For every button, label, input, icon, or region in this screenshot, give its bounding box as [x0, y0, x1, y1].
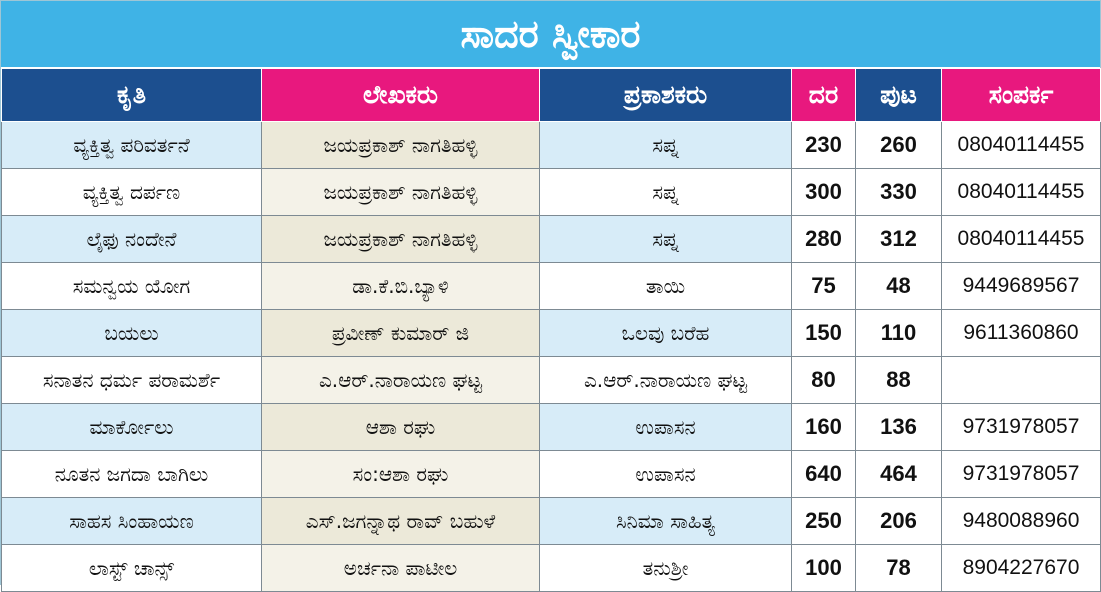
- table-header-row: ಕೃತಿ ಲೇಖಕರು ಪ್ರಕಾಶಕರು ದರ ಪುಟ ಸಂಪರ್ಕ: [1, 68, 1101, 122]
- contact-cell: 9480088960: [941, 497, 1101, 545]
- price-cell: 75: [791, 262, 856, 310]
- author-cell: ಪ್ರವೀಣ್ ಕುಮಾರ್ ಜಿ: [261, 309, 540, 357]
- pages-cell: 136: [855, 403, 942, 451]
- table-row: ವ್ಯಕ್ತಿತ್ವ ದರ್ಪಣ ಜಯಪ್ರಕಾಶ್ ನಾಗತಿಹಳ್ಳಿ ಸಪ…: [1, 168, 1101, 216]
- author-cell: ಜಯಪ್ರಕಾಶ್ ನಾಗತಿಹಳ್ಳಿ: [261, 168, 540, 216]
- publisher-cell: ಒಲವು ಬರೆಹ: [539, 309, 792, 357]
- book-title-cell: ಬಯಲು: [1, 309, 262, 357]
- table-row: ಮಾರ್ಕೋಲು ಆಶಾ ರಘು ಉಪಾಸನ 160 136 973197805…: [1, 403, 1101, 451]
- price-cell: 250: [791, 497, 856, 545]
- author-cell: ಎ.ಆರ್.ನಾರಾಯಣ ಘಟ್ಟ: [261, 356, 540, 404]
- publisher-cell: ಎ.ಆರ್.ನಾರಾಯಣ ಘಟ್ಟ: [539, 356, 792, 404]
- contact-cell: 9731978057: [941, 450, 1101, 498]
- book-title-cell: ವ್ಯಕ್ತಿತ್ವ ದರ್ಪಣ: [1, 168, 262, 216]
- publisher-cell: ತಾಯಿ: [539, 262, 792, 310]
- table-row: ಲೈಫು ನಂದೇನೆ ಜಯಪ್ರಕಾಶ್ ನಾಗತಿಹಳ್ಳಿ ಸಪ್ನ 28…: [1, 215, 1101, 263]
- column-header-author: ಲೇಖಕರು: [261, 68, 540, 122]
- contact-cell: 9731978057: [941, 403, 1101, 451]
- book-title-cell: ಸಮನ್ವಯ ಯೋಗ: [1, 262, 262, 310]
- column-header-publisher: ಪ್ರಕಾಶಕರು: [539, 68, 792, 122]
- page-title: ಸಾದರ ಸ್ವೀಕಾರ: [1, 1, 1100, 68]
- pages-cell: 48: [855, 262, 942, 310]
- author-cell: ಜಯಪ್ರಕಾಶ್ ನಾಗತಿಹಳ್ಳಿ: [261, 121, 540, 169]
- price-cell: 160: [791, 403, 856, 451]
- price-cell: 80: [791, 356, 856, 404]
- column-header-contact: ಸಂಪರ್ಕ: [941, 68, 1101, 122]
- book-title-cell: ಮಾರ್ಕೋಲು: [1, 403, 262, 451]
- author-cell: ಸಂ:ಆಶಾ ರಘು: [261, 450, 540, 498]
- books-table: ಕೃತಿ ಲೇಖಕರು ಪ್ರಕಾಶಕರು ದರ ಪುಟ ಸಂಪರ್ಕ ವ್ಯಕ…: [1, 68, 1101, 592]
- pages-cell: 88: [855, 356, 942, 404]
- pages-cell: 260: [855, 121, 942, 169]
- author-cell: ಡಾ.ಕೆ.ಬಿ.ಬ್ಯಾಳಿ: [261, 262, 540, 310]
- column-header-book: ಕೃತಿ: [1, 68, 262, 122]
- table-row: ನೂತನ ಜಗದಾ ಬಾಗಿಲು ಸಂ:ಆಶಾ ರಘು ಉಪಾಸನ 640 46…: [1, 450, 1101, 498]
- table-row: ಲಾಸ್ಟ್ ಚಾನ್ಸ್ ಅರ್ಚನಾ ಪಾಟೀಲ ತನುಶ್ರೀ 100 7…: [1, 544, 1101, 592]
- pages-cell: 78: [855, 544, 942, 592]
- column-header-price: ದರ: [791, 68, 856, 122]
- publisher-cell: ತನುಶ್ರೀ: [539, 544, 792, 592]
- contact-cell: 08040114455: [941, 168, 1101, 216]
- book-title-cell: ವ್ಯಕ್ತಿತ್ವ ಪರಿವರ್ತನೆ: [1, 121, 262, 169]
- contact-cell: 08040114455: [941, 121, 1101, 169]
- book-title-cell: ಲಾಸ್ಟ್ ಚಾನ್ಸ್: [1, 544, 262, 592]
- contact-cell: 9611360860: [941, 309, 1101, 357]
- contact-cell: 9449689567: [941, 262, 1101, 310]
- table-row: ಸಾಹಸ ಸಿಂಹಾಯಣ ಎಸ್.ಜಗನ್ನಾಥ ರಾವ್ ಬಹುಳೆ ಸಿನಿ…: [1, 497, 1101, 545]
- book-title-cell: ನೂತನ ಜಗದಾ ಬಾಗಿಲು: [1, 450, 262, 498]
- contact-cell: [941, 356, 1101, 404]
- price-cell: 100: [791, 544, 856, 592]
- pages-cell: 464: [855, 450, 942, 498]
- publisher-cell: ಸಪ್ನ: [539, 168, 792, 216]
- price-cell: 300: [791, 168, 856, 216]
- publisher-cell: ಸಪ್ನ: [539, 121, 792, 169]
- contact-cell: 8904227670: [941, 544, 1101, 592]
- table-row: ಬಯಲು ಪ್ರವೀಣ್ ಕುಮಾರ್ ಜಿ ಒಲವು ಬರೆಹ 150 110…: [1, 309, 1101, 357]
- price-cell: 640: [791, 450, 856, 498]
- author-cell: ಎಸ್.ಜಗನ್ನಾಥ ರಾವ್ ಬಹುಳೆ: [261, 497, 540, 545]
- pages-cell: 312: [855, 215, 942, 263]
- pages-cell: 110: [855, 309, 942, 357]
- publisher-cell: ಸಪ್ನ: [539, 215, 792, 263]
- price-cell: 280: [791, 215, 856, 263]
- author-cell: ಅರ್ಚನಾ ಪಾಟೀಲ: [261, 544, 540, 592]
- publisher-cell: ಉಪಾಸನ: [539, 403, 792, 451]
- author-cell: ಜಯಪ್ರಕಾಶ್ ನಾಗತಿಹಳ್ಳಿ: [261, 215, 540, 263]
- table-row: ವ್ಯಕ್ತಿತ್ವ ಪರಿವರ್ತನೆ ಜಯಪ್ರಕಾಶ್ ನಾಗತಿಹಳ್ಳ…: [1, 121, 1101, 169]
- price-cell: 150: [791, 309, 856, 357]
- table-row: ಸನಾತನ ಧರ್ಮ ಪರಾಮರ್ಶೆ ಎ.ಆರ್.ನಾರಾಯಣ ಘಟ್ಟ ಎ.…: [1, 356, 1101, 404]
- publisher-cell: ಉಪಾಸನ: [539, 450, 792, 498]
- author-cell: ಆಶಾ ರಘು: [261, 403, 540, 451]
- book-title-cell: ಲೈಫು ನಂದೇನೆ: [1, 215, 262, 263]
- pages-cell: 330: [855, 168, 942, 216]
- column-header-pages: ಪುಟ: [855, 68, 942, 122]
- contact-cell: 08040114455: [941, 215, 1101, 263]
- book-title-cell: ಸನಾತನ ಧರ್ಮ ಪರಾಮರ್ಶೆ: [1, 356, 262, 404]
- pages-cell: 206: [855, 497, 942, 545]
- table-row: ಸಮನ್ವಯ ಯೋಗ ಡಾ.ಕೆ.ಬಿ.ಬ್ಯಾಳಿ ತಾಯಿ 75 48 94…: [1, 262, 1101, 310]
- price-cell: 230: [791, 121, 856, 169]
- book-title-cell: ಸಾಹಸ ಸಿಂಹಾಯಣ: [1, 497, 262, 545]
- publisher-cell: ಸಿನಿಮಾ ಸಾಹಿತ್ಯ: [539, 497, 792, 545]
